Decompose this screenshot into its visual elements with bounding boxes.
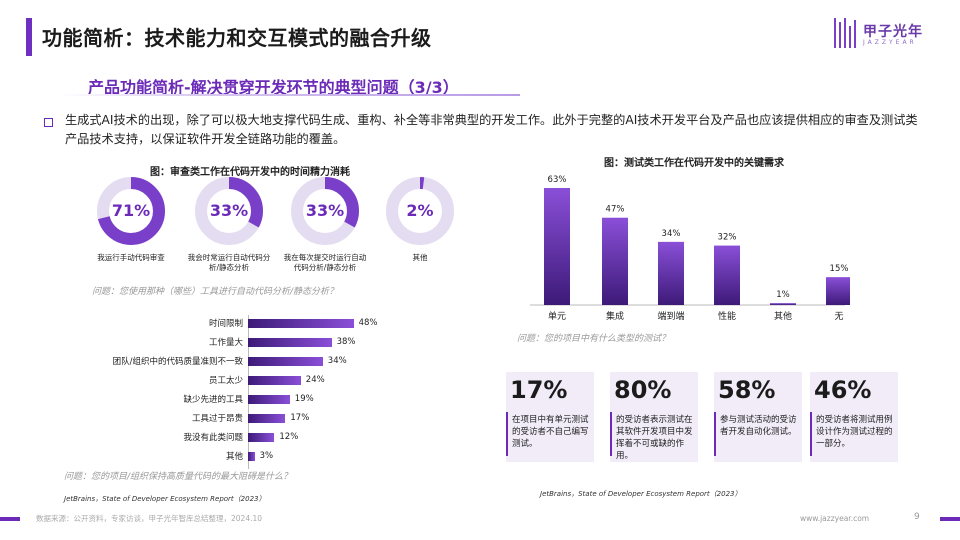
hbar (248, 376, 301, 385)
stat-card: 17% 在项目中有单元测试的受访者不自己编写测试。 (506, 372, 594, 462)
donut-value-4: 2% (406, 201, 434, 220)
page-title: 功能简析：技术能力和交互模式的融合升级 (42, 26, 432, 50)
hbar-label: 时间限制 (208, 319, 243, 329)
hbar-value: 24% (305, 375, 325, 385)
stat-number: 58% (718, 376, 776, 404)
stat-description: 的受访者将测试用例设计作为测试过程的一部分。 (816, 415, 893, 449)
vbar (658, 241, 684, 305)
hbar-value: 12% (279, 432, 299, 442)
vbar (602, 217, 628, 305)
donut-question: 问题：您使用那种（哪些）工具进行自动代码分析/静态分析？ (92, 287, 339, 297)
hbar-value: 34% (327, 356, 347, 366)
footer-accent-left (0, 517, 20, 521)
logo-icon (834, 18, 856, 48)
donut-value-3: 33% (305, 201, 345, 220)
vbar (544, 188, 570, 305)
footer-accent-right (940, 517, 960, 521)
hbar-axis (248, 315, 249, 469)
intro-paragraph: 生成式AI技术的出现，除了可以极大地支撑代码生成、重构、补全等非常典型的开发工作… (65, 113, 918, 146)
stat-number: 46% (814, 376, 872, 404)
donut-2 (195, 177, 263, 245)
hbar-label: 其他 (225, 452, 243, 462)
donut-caption-4: 其他 (412, 253, 428, 262)
subtitle-underline (60, 94, 520, 96)
stat-number: 80% (614, 376, 672, 404)
hbar (248, 319, 354, 328)
donut-3 (291, 177, 359, 245)
stat-accent-bar (506, 412, 508, 456)
stat-card: 80% 的受访者表示测试在其软件开发项目中发挥着不可或缺的作用。 (610, 372, 698, 462)
hbar-value: 38% (336, 337, 356, 347)
footer-source: 数据来源：公开资料，专家访谈，甲子光年智库总结整理，2024.10 (36, 514, 263, 523)
footer-url: www.jazzyear.com (800, 514, 870, 523)
vbar-value: 32% (718, 233, 737, 243)
review-source: JetBrains，State of Developer Ecosystem R… (64, 495, 266, 503)
hbar-label: 缺少先进的工具 (183, 395, 243, 405)
test-source: JetBrains，State of Developer Ecosystem R… (540, 490, 742, 498)
donut-arc-3 (291, 177, 359, 245)
hbar-label: 员工太少 (208, 376, 243, 386)
vbar-value: 63% (548, 175, 567, 185)
stat-card: 46% 的受访者将测试用例设计作为测试过程的一部分。 (810, 372, 898, 462)
donut-arc-2 (195, 177, 263, 245)
hbar-value: 3% (259, 451, 274, 461)
hbar-label: 工作量大 (208, 338, 243, 348)
vbar (826, 277, 850, 305)
donut-1 (97, 177, 165, 245)
donut-caption-1: 我运行手动代码审查 (97, 253, 165, 262)
donut-caption-2: 我会时常运行自动代码分析/静态分析 (187, 253, 271, 272)
hbar-label: 我没有此类问题 (183, 433, 243, 443)
hbar (248, 452, 255, 461)
vbar-value: 34% (662, 229, 681, 239)
hbar-label: 工具过于昂贵 (191, 414, 243, 424)
vbar-value: 1% (776, 290, 790, 300)
page-number: 9 (914, 512, 920, 522)
title-accent-bar (26, 18, 32, 56)
bar-question: 问题：您的项目/组织保持高质量代码的最大阻碍是什么？ (64, 472, 293, 482)
vbar (714, 245, 740, 305)
bullet-square-icon (44, 118, 53, 127)
vbar-category: 无 (834, 311, 843, 322)
hbar-value: 19% (294, 394, 314, 404)
subtitle-block: 产品功能简析-解决贯穿开发环节的典型问题（3/3） (60, 68, 520, 98)
vbar-category: 端到端 (657, 310, 684, 322)
hbar (248, 395, 290, 404)
logo-subtext: JAZZYEAR (863, 39, 917, 46)
donut-caption-3: 我在每次提交时运行自动代码分析/静态分析 (283, 253, 367, 272)
vbar-category: 单元 (548, 310, 566, 322)
donut-value-2: 33% (209, 201, 249, 220)
vbar (770, 303, 796, 305)
stat-card: 58% 参与测试活动的受访者开发自动化测试。 (714, 372, 802, 462)
vbar-category: 集成 (606, 310, 624, 322)
vbar-category: 性能 (718, 310, 736, 322)
donut-arc-1 (97, 177, 165, 245)
hbar (248, 357, 323, 366)
test-question: 问题：您的项目中有什么类型的测试？ (517, 334, 671, 344)
test-bar-chart: 63% 单元 47% 集成 34% 端到端 32% 性能 1% 其他 15% 无 (530, 175, 850, 322)
stat-accent-bar (810, 412, 812, 456)
hbar (248, 433, 275, 442)
stat-accent-bar (714, 412, 716, 456)
hbar-value: 48% (358, 318, 378, 328)
stat-description: 的受访者表示测试在其软件开发项目中发挥着不可或缺的作用。 (616, 415, 693, 461)
vbar-category: 其他 (774, 310, 792, 322)
vbar-value: 47% (606, 205, 625, 215)
donut-arc-4 (386, 177, 454, 245)
hbar (248, 338, 332, 347)
hbar (248, 414, 286, 423)
vbar-value: 15% (830, 264, 849, 274)
donut-4 (386, 177, 454, 245)
review-chart-caption: 图：审查类工作在代码开发中的时间精力消耗 (150, 167, 350, 178)
test-chart-caption: 图：测试类工作在代码开发中的关键需求 (604, 158, 784, 169)
section-subtitle: 产品功能简析-解决贯穿开发环节的典型问题（3/3） (88, 78, 459, 97)
donut-value-1: 71% (111, 201, 151, 220)
logo-text: 甲子光年 (863, 24, 923, 40)
stat-description: 参与测试活动的受访者开发自动化测试。 (720, 415, 797, 437)
stat-description: 在项目中有单元测试的受访者不自己编写测试。 (512, 415, 589, 449)
hbar-label: 团队/组织中的代码质量准则不一致 (112, 357, 243, 367)
stat-accent-bar (610, 412, 612, 456)
stat-number: 17% (510, 376, 568, 404)
hbar-value: 17% (290, 413, 310, 423)
